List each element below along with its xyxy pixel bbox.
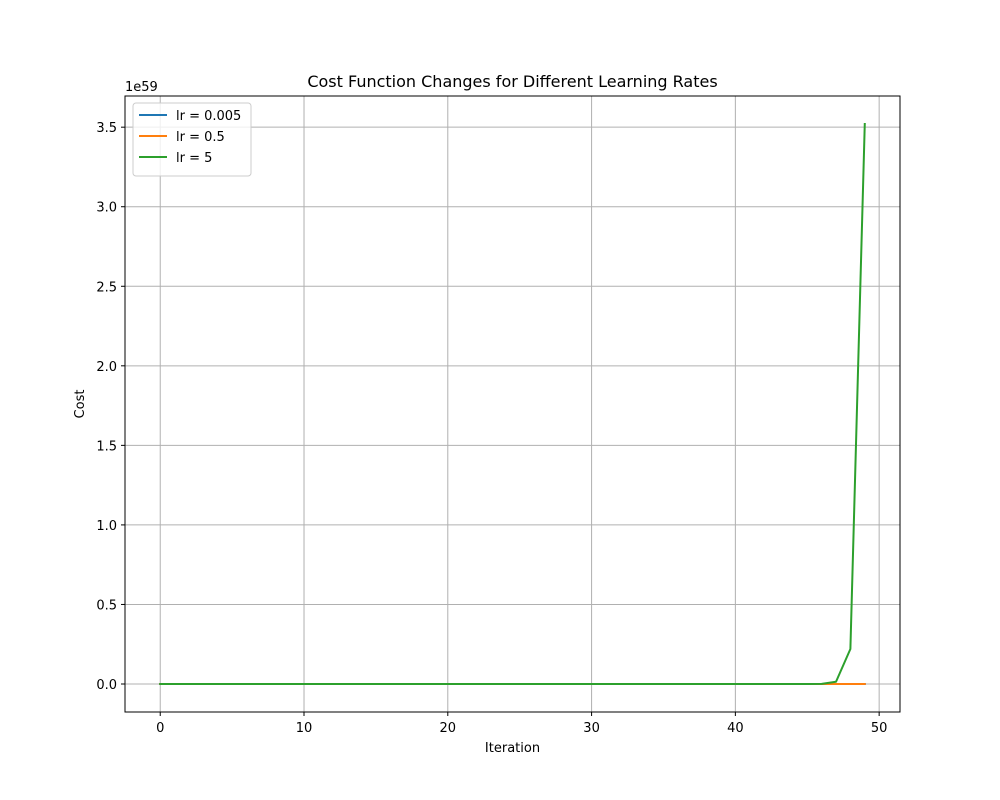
x-tick-label: 40	[727, 721, 744, 736]
plot-frame	[124, 95, 901, 713]
y-tick-label: 0.5	[96, 598, 117, 613]
y-tick-label: 1.5	[96, 439, 117, 454]
legend-label: lr = 0.5	[176, 130, 225, 145]
grid	[125, 96, 900, 712]
y-tick-label: 0.0	[96, 678, 117, 693]
y-tick-label: 3.5	[96, 121, 117, 136]
y-tick-label: 2.5	[96, 280, 117, 295]
legend-label: lr = 5	[176, 151, 212, 166]
x-tick-label: 30	[583, 721, 600, 736]
y-tick-label: 2.0	[96, 360, 117, 375]
x-tick-label: 0	[156, 721, 164, 736]
y-axis-offset-text: 1e59	[125, 80, 158, 95]
x-axis-label: Iteration	[485, 741, 540, 756]
series-line-3	[159, 122, 866, 685]
y-axis-label: Cost	[73, 390, 88, 419]
chart-title: Cost Function Changes for Different Lear…	[307, 72, 717, 91]
y-tick-label: 3.0	[96, 201, 117, 216]
series-layer	[159, 122, 866, 685]
x-tick-label: 50	[871, 721, 888, 736]
y-tick-label: 1.0	[96, 519, 117, 534]
x-tick-label: 20	[440, 721, 457, 736]
x-tick-label: 10	[296, 721, 313, 736]
legend-label: lr = 0.005	[176, 109, 241, 124]
legend: lr = 0.005 lr = 0.5 lr = 5	[132, 102, 252, 177]
axis-ticks: 0 10 20 30 40 50 0.0 0.5 1.0 1.5 2.0 2.5 3.0 3.5	[96, 121, 887, 736]
